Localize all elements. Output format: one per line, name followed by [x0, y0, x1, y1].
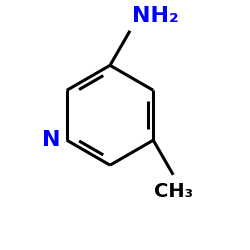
Text: NH₂: NH₂	[132, 6, 179, 26]
Text: CH₃: CH₃	[154, 182, 193, 201]
Text: N: N	[42, 130, 60, 150]
